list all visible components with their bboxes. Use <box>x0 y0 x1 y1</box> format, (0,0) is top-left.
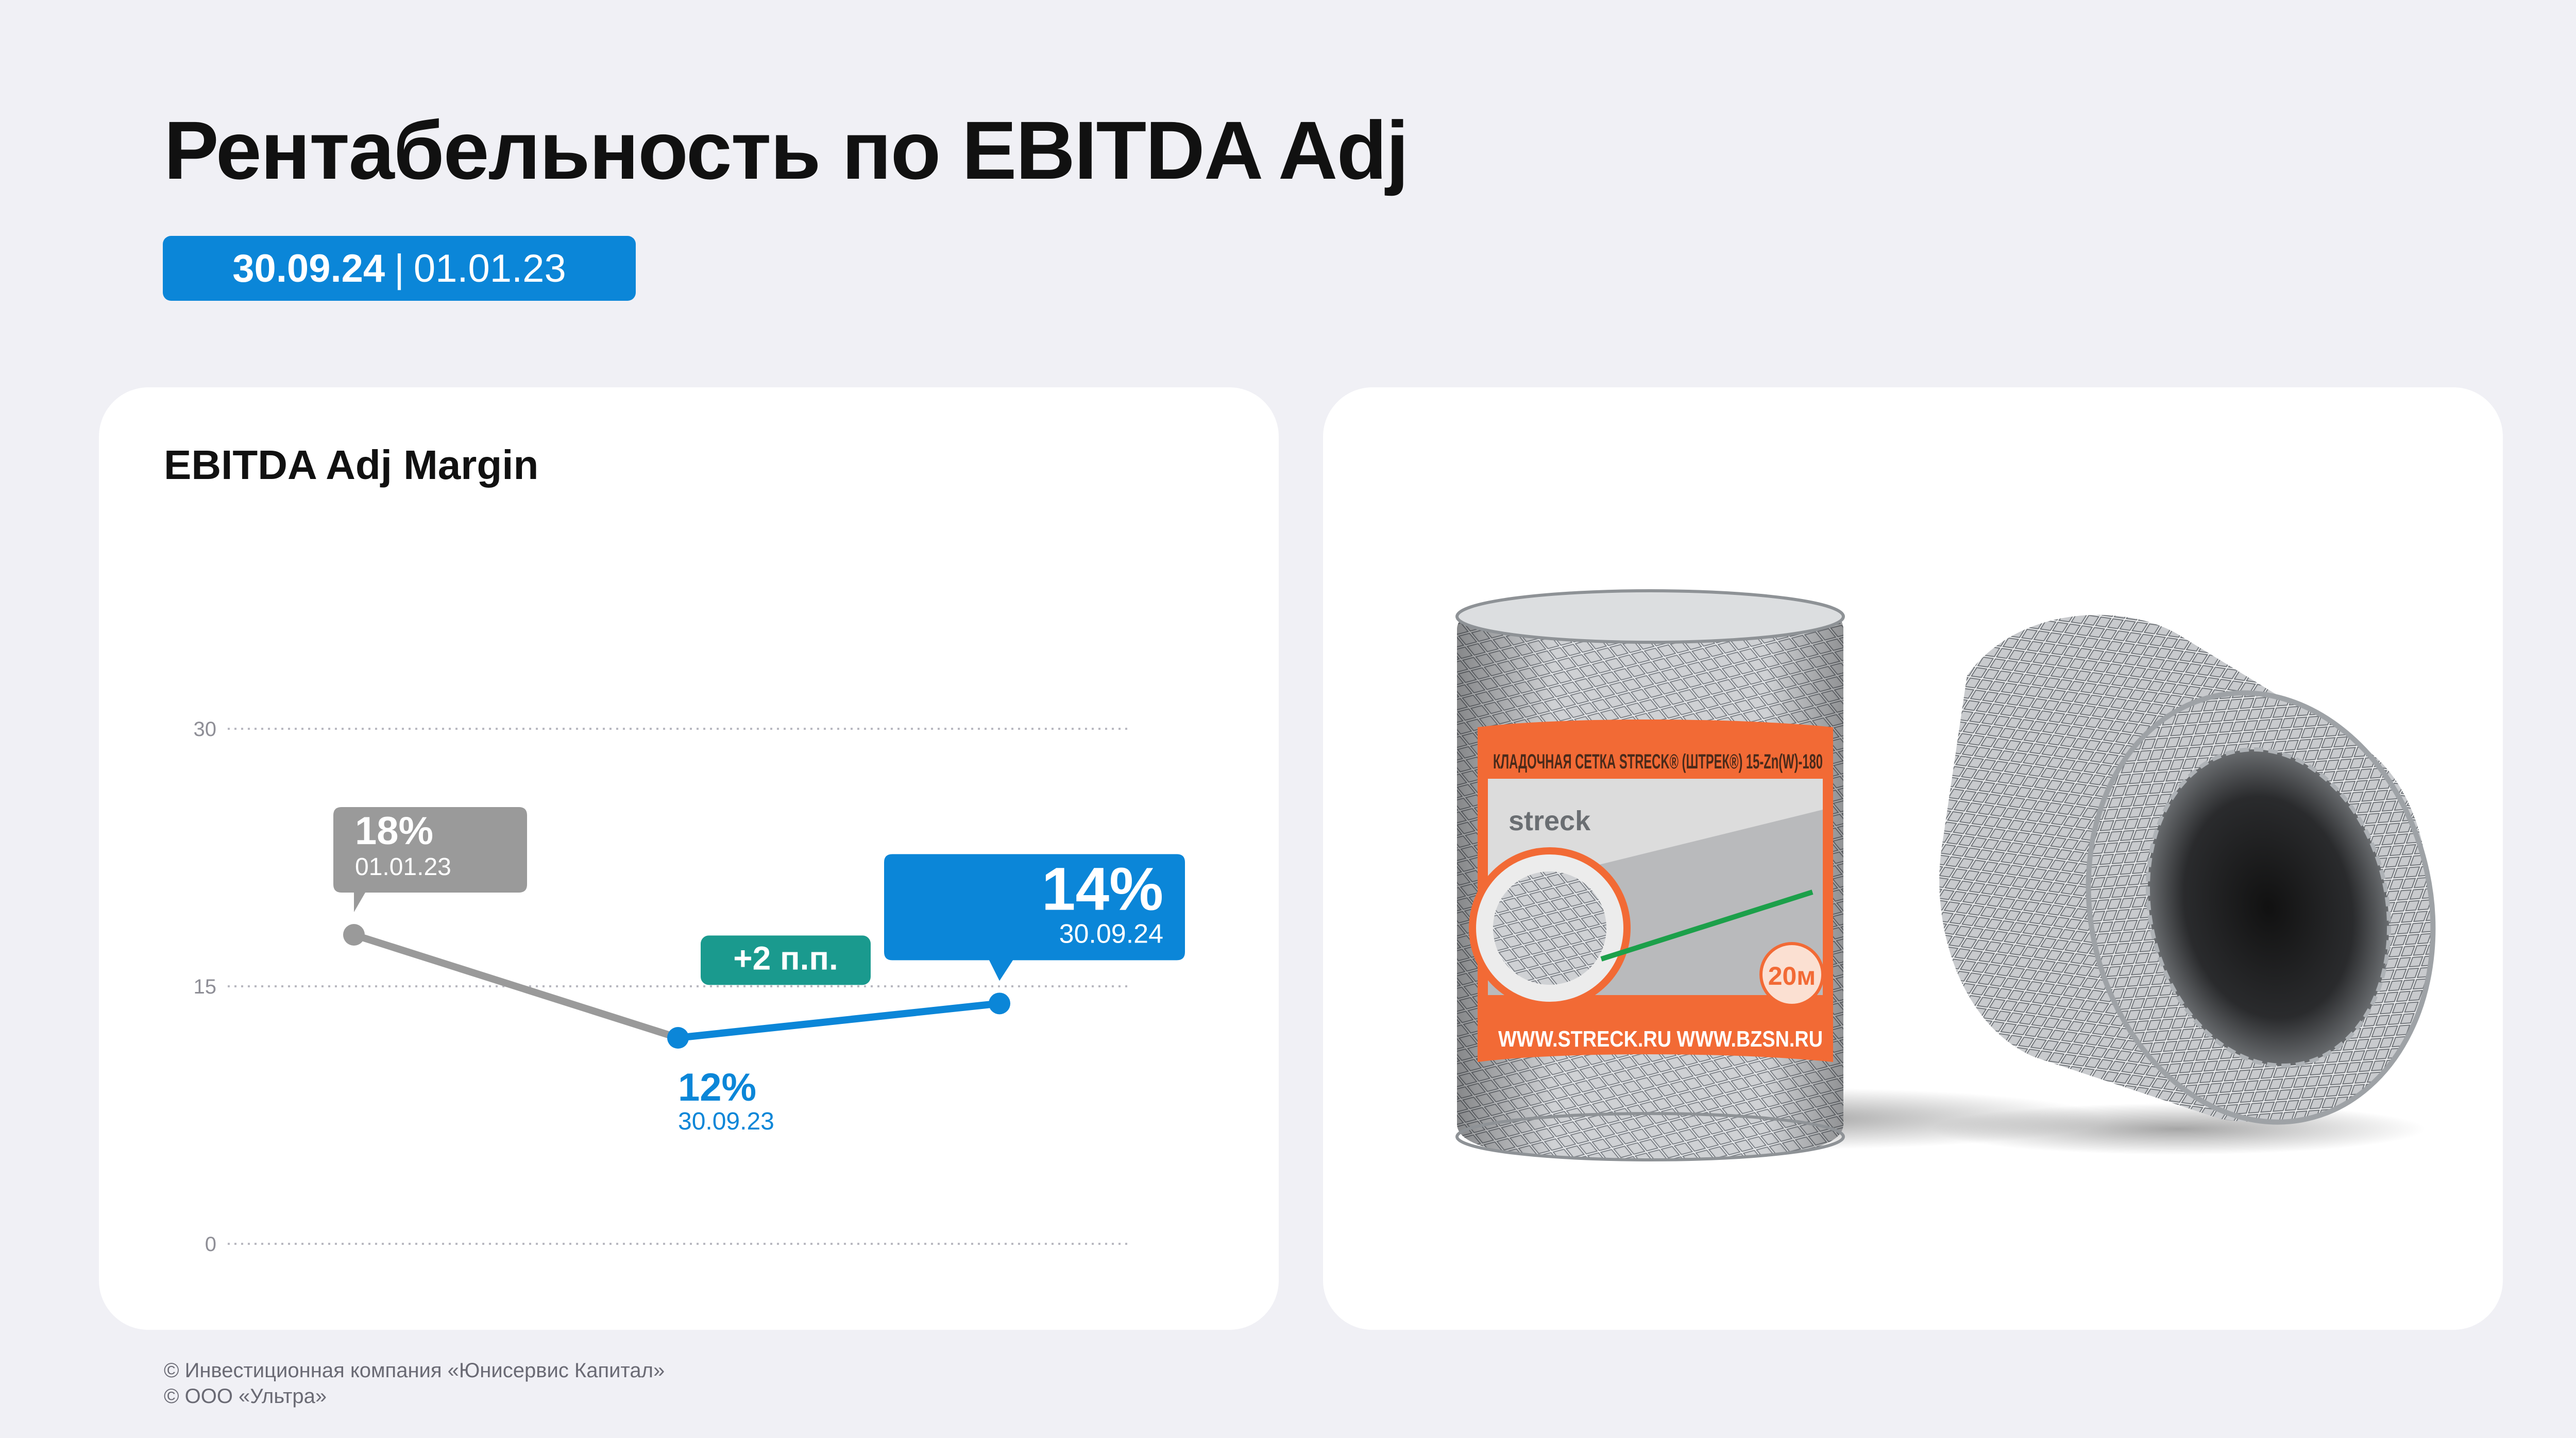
package-band-text: КЛАДОЧНАЯ СЕТКА STRECK® (ШТРЕК®) 15-Zn(W… <box>1493 750 1823 773</box>
line-segment-base <box>350 931 682 1041</box>
date-label-3: 30.09.24 <box>1059 919 1163 949</box>
date-current: 30.09.24 <box>232 246 385 290</box>
chart-title: EBITDA Adj Margin <box>164 442 539 488</box>
footer: © Инвестиционная компания «Юнисервис Кап… <box>164 1358 665 1409</box>
change-badge <box>701 935 871 985</box>
data-point-1 <box>343 924 365 946</box>
package-urls: WWW.STRECK.RU WWW.BZSN.RU <box>1498 1026 1823 1052</box>
date-label-1: 01.01.23 <box>355 853 451 881</box>
y-tick-label-30: 30 <box>194 718 217 741</box>
date-range-badge: 30.09.24 | 01.01.23 <box>163 236 636 301</box>
brand-logo: streck <box>1509 806 1591 836</box>
page-title: Рентабельность по EBITDA Adj <box>164 104 1409 196</box>
date-label-2: 30.09.23 <box>678 1108 774 1135</box>
product-photo: 20м КЛАДОЧНАЯ СЕТКА STRECK® (ШТРЕК®) 15-… <box>1455 589 2436 1161</box>
date-base: 01.01.23 <box>413 246 566 290</box>
footer-line-1: © Инвестиционная компания «Юнисервис Кап… <box>164 1359 665 1382</box>
chart-card: EBITDA Adj Margin 0 15 30 18% 01.01.23 12% 30.… <box>99 387 1279 1330</box>
callout-current <box>884 854 1185 981</box>
image-card: 20м КЛАДОЧНАЯ СЕТКА STRECK® (ШТРЕК®) 15-… <box>1323 387 2503 1330</box>
data-label-2: 12% <box>678 1066 756 1109</box>
length-badge: 20м <box>1768 962 1816 990</box>
data-label-1: 18% <box>355 809 433 853</box>
data-point-2 <box>667 1027 689 1049</box>
y-tick-label-15: 15 <box>194 975 217 998</box>
mesh-roll-packaged: 20м КЛАДОЧНАЯ СЕТКА STRECK® (ШТРЕК®) 15-… <box>1455 589 1845 1161</box>
line-chart: 0 15 30 18%01.01.23 12%30.09.23 14%30.09.24 +2… <box>194 718 1185 1256</box>
data-label-3: 14% <box>1042 855 1163 923</box>
y-tick-label-0: 0 <box>205 1233 216 1256</box>
footer-line-2: © ООО «Ультра» <box>164 1385 327 1408</box>
date-separator: | <box>394 246 404 290</box>
change-badge-text: +2 п.п. <box>733 939 838 977</box>
callout-base <box>333 807 527 912</box>
mesh-roll-open <box>1939 614 2436 1125</box>
data-point-3 <box>989 992 1010 1015</box>
line-segment-current <box>674 1000 1003 1041</box>
